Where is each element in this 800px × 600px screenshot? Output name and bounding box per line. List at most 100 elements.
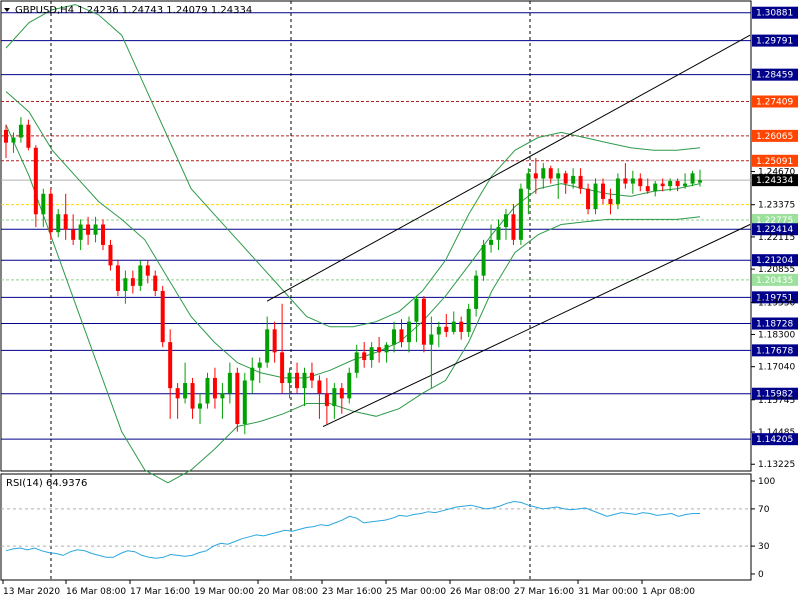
candle-body	[227, 372, 232, 394]
candle-body	[414, 298, 419, 322]
candle-body	[638, 178, 643, 187]
candle-body	[93, 224, 98, 235]
candle-body	[406, 321, 411, 343]
candle-body	[78, 224, 83, 240]
price-label: 1.29791	[756, 37, 793, 47]
rsi-tick-label: 30	[758, 542, 770, 552]
time-tick-label: 20 Mar 08:00	[258, 587, 318, 597]
candle-body	[615, 178, 620, 205]
candle-body	[339, 388, 344, 399]
candle-body	[183, 383, 188, 399]
triangle-down-icon[interactable]	[4, 8, 10, 12]
candle-body	[242, 380, 247, 424]
channel-upper-line	[266, 34, 751, 302]
candle-body	[212, 377, 217, 399]
rsi-tick-label: 70	[758, 505, 770, 515]
time-tick-label: 16 Mar 08:00	[66, 587, 126, 597]
price-tick-label: 1.14485	[758, 428, 795, 438]
trend-channel	[266, 34, 751, 427]
candle-body	[280, 352, 285, 384]
price-label-box	[752, 344, 798, 357]
candle-body	[138, 265, 143, 286]
candle-body	[623, 178, 628, 184]
candle-body	[645, 186, 650, 192]
candle-body	[220, 393, 225, 399]
price-label-box	[752, 273, 798, 286]
candle-body	[332, 388, 337, 407]
candle-body	[503, 214, 508, 228]
candle-body	[295, 372, 300, 389]
price-label-box	[752, 34, 798, 47]
candle-body	[56, 214, 61, 233]
time-tick-label: 1 Apr 08:00	[642, 587, 695, 597]
candle-body	[384, 344, 389, 353]
candle-body	[265, 329, 270, 363]
price-label-box	[752, 129, 798, 142]
price-label-box	[752, 214, 798, 227]
candle-body	[481, 244, 486, 276]
candle-body	[302, 372, 307, 389]
candle-body	[683, 183, 688, 187]
price-label: 1.30881	[756, 9, 793, 19]
price-label-box	[752, 174, 798, 187]
time-tick-label: 27 Mar 16:00	[514, 587, 574, 597]
candle-body	[11, 137, 16, 143]
candle-body	[392, 329, 397, 345]
candle-body	[190, 383, 195, 409]
candle-body	[168, 342, 173, 389]
price-label: 1.17678	[756, 346, 793, 356]
candle-body	[474, 275, 479, 309]
price-tick-label: 1.13225	[758, 460, 795, 470]
candle-body	[668, 181, 673, 187]
time-tick-label: 13 Mar 2020	[3, 587, 60, 597]
candle-body	[153, 275, 158, 291]
price-label-box	[752, 254, 798, 267]
rsi-tick-label: 100	[758, 477, 775, 487]
candle-body	[563, 173, 568, 184]
candle-body	[86, 224, 91, 235]
price-label-box	[752, 6, 798, 19]
price-label: 1.14205	[756, 435, 793, 445]
price-label: 1.28459	[756, 71, 793, 81]
candle-body	[160, 290, 165, 343]
candle-body	[548, 168, 553, 179]
price-label-box	[752, 317, 798, 330]
candle-body	[250, 367, 255, 381]
candle-body	[309, 372, 314, 381]
price-label: 1.15982	[756, 390, 793, 400]
candles	[4, 117, 702, 435]
candle-body	[451, 321, 456, 332]
price-label: 1.20435	[756, 276, 793, 286]
candle-body	[4, 129, 8, 143]
candle-body	[145, 265, 150, 276]
price-label: 1.22775	[756, 216, 793, 226]
time-tick-label: 31 Mar 00:00	[578, 587, 638, 597]
price-label: 1.18728	[756, 320, 793, 330]
candle-body	[26, 124, 31, 148]
candle-body	[690, 173, 695, 184]
candle-body	[541, 168, 546, 179]
price-label: 1.25091	[756, 157, 793, 167]
candle-body	[556, 173, 561, 179]
candle-body	[175, 388, 180, 399]
bollinger-upper-band	[5, 4, 701, 328]
candle-body	[444, 326, 449, 332]
candle-body	[33, 147, 38, 215]
rsi-panel	[0, 473, 752, 581]
candle-body	[257, 362, 262, 368]
price-tick-label: 1.15745	[758, 396, 795, 406]
price-label: 1.21204	[756, 256, 793, 266]
candle-body	[578, 175, 583, 189]
level-lines	[1, 12, 751, 440]
candle-body	[205, 377, 210, 404]
rsi-line	[5, 500, 700, 559]
time-axis: 13 Mar 2020 16 Mar 08:00 17 Mar 16:00 19 Ma…	[2, 580, 695, 597]
candle-body	[362, 352, 367, 361]
price-tick-label: 1.20855	[758, 265, 795, 275]
candle-body	[571, 175, 576, 184]
candle-body	[608, 198, 613, 205]
time-tick-label: 19 Mar 00:00	[194, 587, 254, 597]
price-label: 1.26065	[756, 132, 793, 142]
candle-body	[123, 278, 128, 291]
